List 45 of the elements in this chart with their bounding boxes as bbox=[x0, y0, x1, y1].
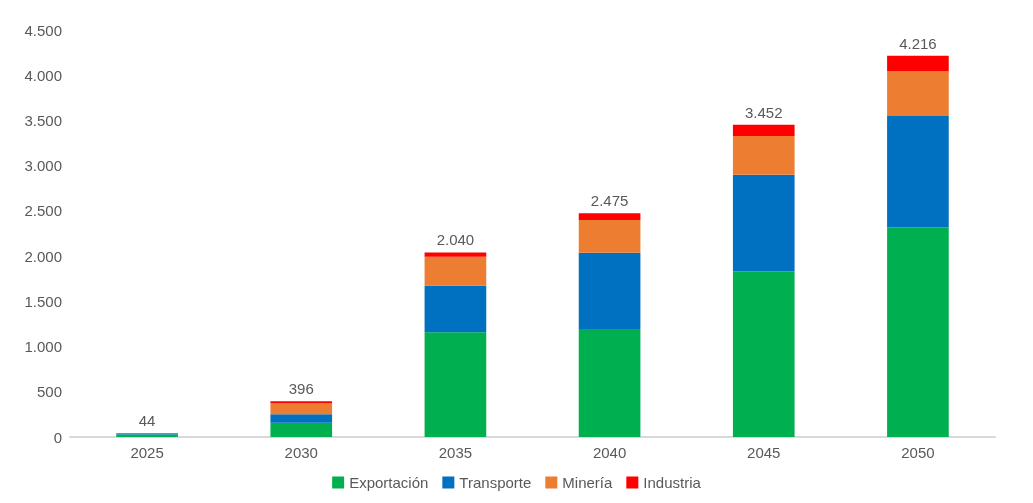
bar bbox=[424, 332, 487, 437]
bar bbox=[424, 256, 487, 286]
legend-label: Transporte bbox=[459, 474, 532, 491]
bar bbox=[887, 227, 949, 437]
bar bbox=[270, 414, 333, 423]
y-tick-label: 0 bbox=[53, 428, 62, 446]
legend-label: Exportación bbox=[349, 474, 429, 491]
bar bbox=[578, 252, 641, 330]
y-tick-label: 1.500 bbox=[24, 292, 62, 310]
y-tick-label: 1.000 bbox=[24, 338, 62, 356]
total-label: 2.040 bbox=[436, 231, 475, 249]
x-tick-label: 2025 bbox=[130, 444, 164, 461]
x-tick-label: 2040 bbox=[592, 444, 627, 461]
bar bbox=[732, 174, 795, 272]
bar bbox=[732, 136, 795, 175]
total-label: 44 bbox=[138, 412, 156, 430]
total-label: 396 bbox=[288, 380, 314, 398]
y-tick-label: 3.500 bbox=[24, 111, 62, 129]
y-tick-label: 4.500 bbox=[24, 21, 62, 39]
bar bbox=[578, 213, 641, 220]
bar bbox=[732, 124, 795, 136]
bar bbox=[887, 55, 949, 71]
y-tick-label: 2.500 bbox=[24, 202, 62, 220]
x-tick-label: 2050 bbox=[901, 444, 935, 461]
x-tick-label: 2045 bbox=[747, 444, 781, 461]
bar bbox=[578, 329, 641, 437]
x-tick-label: 2035 bbox=[438, 444, 473, 461]
y-tick-label: 500 bbox=[36, 383, 62, 401]
total-label: 2.475 bbox=[590, 192, 629, 210]
legend-label: Industria bbox=[643, 474, 702, 491]
y-tick-label: 4.000 bbox=[24, 66, 62, 84]
total-label: 4.216 bbox=[899, 34, 937, 52]
bar bbox=[424, 285, 487, 333]
bar bbox=[887, 116, 949, 228]
y-tick-label: 2.000 bbox=[24, 247, 62, 265]
total-label: 3.452 bbox=[744, 103, 783, 121]
bar bbox=[270, 422, 333, 437]
bar bbox=[424, 252, 487, 257]
x-tick-label: 2030 bbox=[284, 444, 318, 461]
bar bbox=[732, 271, 795, 437]
legend-label: Minería bbox=[562, 474, 613, 491]
y-tick-label: 3.000 bbox=[24, 157, 62, 175]
bar bbox=[270, 402, 333, 415]
bar bbox=[887, 70, 949, 117]
bar bbox=[578, 219, 641, 253]
